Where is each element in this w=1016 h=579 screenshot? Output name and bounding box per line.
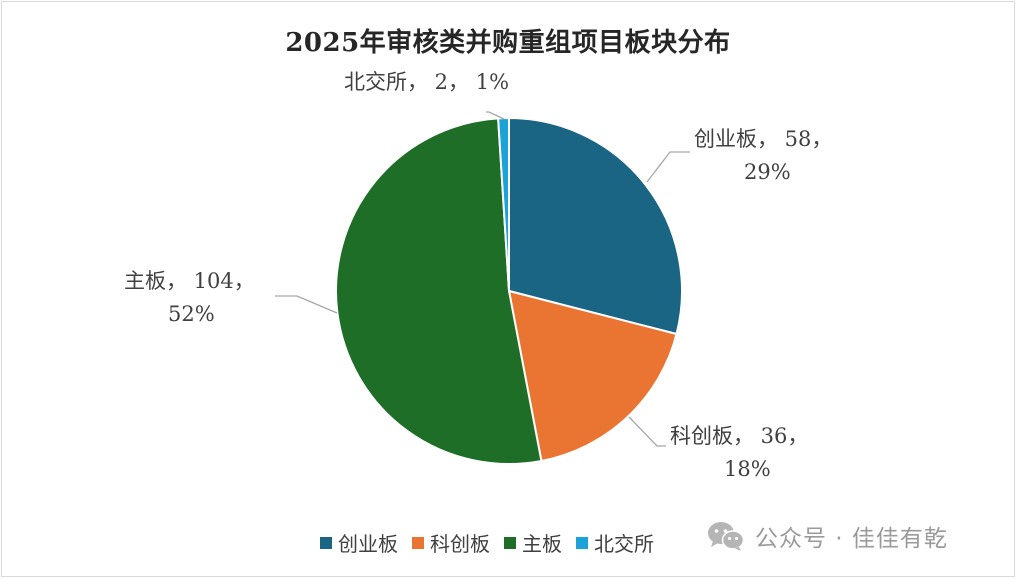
slice-kechuang bbox=[507, 289, 678, 463]
legend-item-zhuban: 主板 bbox=[504, 528, 562, 557]
legend-item-beijiaosuo: 北交所 bbox=[576, 528, 654, 557]
legend-swatch bbox=[576, 536, 588, 549]
legend-swatch bbox=[504, 536, 516, 549]
label-kechuang-line1: 科创板， 36， bbox=[670, 424, 808, 448]
label-chuangye-line2: 29% bbox=[744, 160, 791, 184]
label-kechuang-line2: 18% bbox=[724, 457, 771, 481]
leader-line bbox=[486, 111, 505, 120]
leader-line bbox=[646, 151, 690, 183]
label-zhuban-line2: 52% bbox=[168, 302, 215, 326]
legend-swatch bbox=[320, 536, 332, 549]
label-chuangye-line1: 创业板， 58， bbox=[694, 127, 832, 151]
legend-swatch bbox=[412, 536, 424, 549]
legend-label: 北交所 bbox=[594, 532, 654, 556]
slice-zhuban bbox=[335, 117, 543, 465]
leader-line bbox=[275, 295, 338, 314]
legend-label: 主板 bbox=[522, 532, 562, 556]
watermark: 公众号 · 佳佳有乾 bbox=[707, 519, 948, 553]
chart-title: 2025年审核类并购重组项目板块分布 bbox=[285, 28, 731, 58]
wechat-icon bbox=[708, 522, 745, 551]
legend-label: 创业板 bbox=[338, 532, 398, 556]
legend-item-chuangye: 创业板 bbox=[320, 528, 398, 557]
label-zhuban-line1: 主板， 104， bbox=[124, 269, 255, 293]
label-beijiaosuo-line1: 北交所， 2， 1% bbox=[344, 70, 509, 94]
legend: 创业板 科创板 主板 北交所 bbox=[320, 528, 668, 557]
watermark-text: 公众号 · 佳佳有乾 bbox=[755, 526, 948, 552]
legend-label: 科创板 bbox=[430, 532, 490, 556]
leader-line bbox=[628, 416, 666, 447]
legend-item-kechuang: 科创板 bbox=[412, 528, 490, 557]
slice-chuangye bbox=[508, 116, 683, 336]
